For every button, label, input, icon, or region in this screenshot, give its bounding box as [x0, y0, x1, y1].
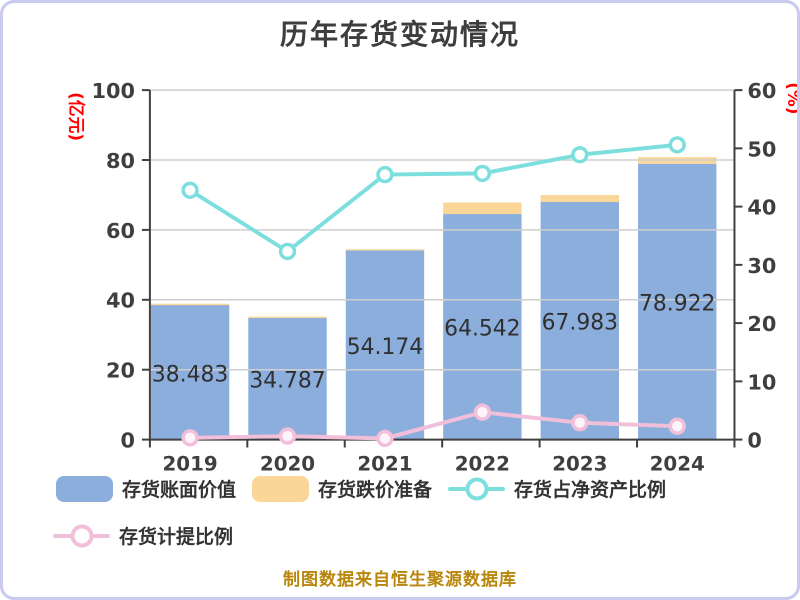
marker-net-asset-ratio-2023	[571, 146, 589, 164]
line-provision-ratio	[188, 410, 680, 441]
left-axis-tick-label: 80	[106, 149, 135, 173]
bar-value-label-2024: 78.922	[639, 292, 715, 317]
right-axis-unit-label: (%)	[784, 82, 797, 114]
marker-provision-ratio-2021	[376, 429, 394, 448]
bar-impairment-provision-2021	[345, 249, 425, 251]
legend-marker-provision-ratio	[53, 523, 110, 549]
marker-net-asset-ratio-2019	[181, 181, 199, 199]
marker-net-asset-ratio-2022	[473, 164, 492, 183]
legend-label-net-asset-ratio: 存货占净资产比例	[514, 479, 667, 501]
chart-legend-row-1: 存货账面价值 存货跌价准备 存货占净资产比例	[56, 475, 682, 502]
bar-impairment-provision-2019	[150, 303, 230, 306]
marker-net-asset-ratio-2021	[376, 165, 394, 184]
right-axis-tick-label: 30	[747, 254, 776, 278]
left-axis-tick-label: 40	[106, 289, 135, 313]
bar-value-label-2023: 67.983	[542, 311, 618, 336]
legend-marker-net-asset-ratio	[448, 476, 506, 502]
marker-provision-ratio-2020	[278, 427, 297, 445]
x-axis-label-2022: 2022	[455, 452, 510, 475]
marker-provision-ratio-2022	[473, 403, 492, 421]
chart-title: 历年存货变动情况	[279, 18, 520, 51]
chart-legend-row-2: 存货计提比例	[53, 522, 249, 549]
bar-book-value-2022	[443, 214, 522, 440]
legend-circle-net-asset-ratio	[465, 477, 489, 500]
left-axis-tick-label: 60	[106, 219, 135, 243]
bar-value-label-2021: 54.174	[347, 335, 423, 360]
bar-impairment-provision-2022	[443, 202, 522, 215]
legend-item-net-asset-ratio[interactable]: 存货占净资产比例	[448, 475, 666, 502]
right-axis-tick-label: 20	[747, 312, 776, 336]
legend-label-impairment-provision: 存货跌价准备	[318, 479, 433, 501]
bar-book-value-2020	[248, 318, 327, 440]
marker-provision-ratio-2024	[668, 417, 686, 435]
left-axis-tick-label: 0	[120, 429, 135, 453]
x-axis-label-2019: 2019	[162, 452, 217, 475]
bar-impairment-provision-2020	[248, 316, 327, 319]
data-source-note: 制图数据来自恒生聚源数据库	[283, 570, 517, 590]
bar-book-value-2021	[345, 250, 425, 440]
legend-item-provision-ratio[interactable]: 存货计提比例	[53, 522, 233, 549]
legend-item-impairment-provision[interactable]: 存货跌价准备	[252, 475, 432, 502]
legend-label-provision-ratio: 存货计提比例	[119, 526, 234, 548]
right-axis-tick-label: 60	[747, 79, 776, 103]
x-axis-label-2021: 2021	[357, 452, 412, 475]
right-axis-tick-label: 10	[747, 370, 776, 394]
x-axis-label-2024: 2024	[650, 452, 705, 475]
legend-item-book-value[interactable]: 存货账面价值	[56, 475, 236, 502]
line-net-asset-ratio	[188, 142, 680, 254]
bar-impairment-provision-2023	[540, 195, 620, 203]
left-axis-tick-label: 100	[92, 79, 135, 103]
legend-swatch-book-value	[56, 475, 113, 502]
right-axis-tick-label: 40	[747, 196, 776, 220]
bar-value-label-2022: 64.542	[444, 317, 520, 342]
right-axis-tick-label: 0	[747, 429, 762, 453]
legend-label-book-value: 存货账面价值	[122, 479, 237, 501]
right-axis-tick-label: 50	[747, 137, 776, 161]
x-axis-label-2020: 2020	[260, 452, 315, 475]
bar-book-value-2023	[540, 202, 620, 440]
bar-book-value-2024	[638, 163, 717, 440]
bar-book-value-2019	[150, 305, 230, 440]
marker-provision-ratio-2019	[181, 429, 199, 447]
bar-value-label-2019: 38.483	[152, 362, 228, 387]
x-axis-label-2023: 2023	[552, 452, 607, 475]
bar-value-label-2020: 34.787	[249, 369, 325, 394]
marker-net-asset-ratio-2024	[668, 136, 686, 154]
left-axis-unit-label: (亿元)	[66, 92, 86, 141]
legend-swatch-impairment-provision	[252, 475, 310, 502]
marker-provision-ratio-2023	[571, 414, 589, 432]
marker-net-asset-ratio-2020	[278, 242, 297, 261]
legend-circle-provision-ratio	[70, 524, 93, 547]
chart-plot-area: 0 20 40 60 80 100 0 10 20 30 40 50 60 2019 2020 2021 202…	[66, 79, 797, 475]
left-axis-tick-label: 20	[106, 359, 135, 383]
